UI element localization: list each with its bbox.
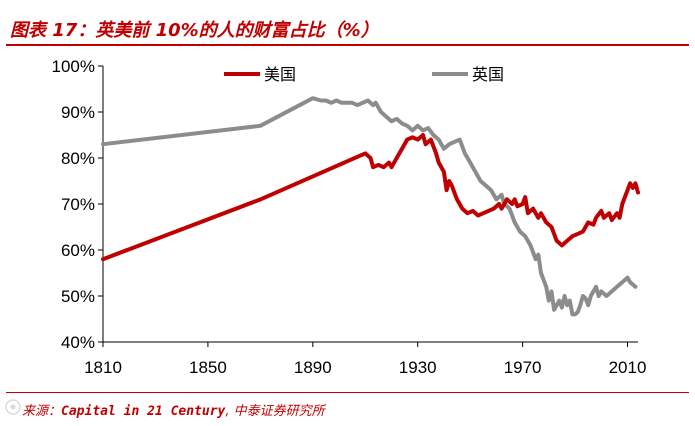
y-tick-label: 90% — [61, 103, 95, 122]
footer-divider — [6, 392, 689, 393]
line-chart: 40% 50% 60% 70% 80% 90% 100% 1810 1850 1890 1930 19… — [52, 57, 647, 377]
chart-container: 40% 50% 60% 70% 80% 90% 100% 1810 1850 1890 1930 19… — [0, 46, 695, 392]
legend-label-uk: 英国 — [472, 66, 504, 84]
figure-title: 图表 17：英美前 10%的人的财富占比（%） — [10, 20, 379, 41]
x-tick-label: 1850 — [189, 358, 227, 377]
y-tick-label: 50% — [61, 287, 95, 306]
y-tick-label: 70% — [61, 195, 95, 214]
y-tick-label: 60% — [61, 241, 95, 260]
x-tick-label: 1930 — [399, 358, 437, 377]
x-tick-label: 1890 — [294, 358, 332, 377]
x-tick-label: 2010 — [609, 358, 647, 377]
y-tick-label: 100% — [52, 57, 95, 76]
source-prefix: 来源： — [22, 404, 62, 419]
us-series-line — [101, 133, 640, 262]
uk-series-line — [101, 96, 638, 317]
y-tick-label: 80% — [61, 149, 95, 168]
x-tick-label: 1970 — [504, 358, 542, 377]
y-tick-label: 40% — [61, 333, 95, 352]
title-divider — [6, 44, 689, 46]
legend-label-us: 美国 — [264, 66, 296, 84]
source-note: 来源：Capital in 21 Century, 中泰证券研究所 — [22, 400, 325, 419]
figure-header: 图表 17：英美前 10%的人的财富占比（%） — [0, 0, 695, 46]
x-tick-label: 1810 — [84, 358, 122, 377]
source-suffix: , 中泰证券研究所 — [225, 404, 325, 419]
watermark-logo-icon — [5, 399, 21, 415]
source-name: Capital in 21 Century — [61, 404, 226, 419]
